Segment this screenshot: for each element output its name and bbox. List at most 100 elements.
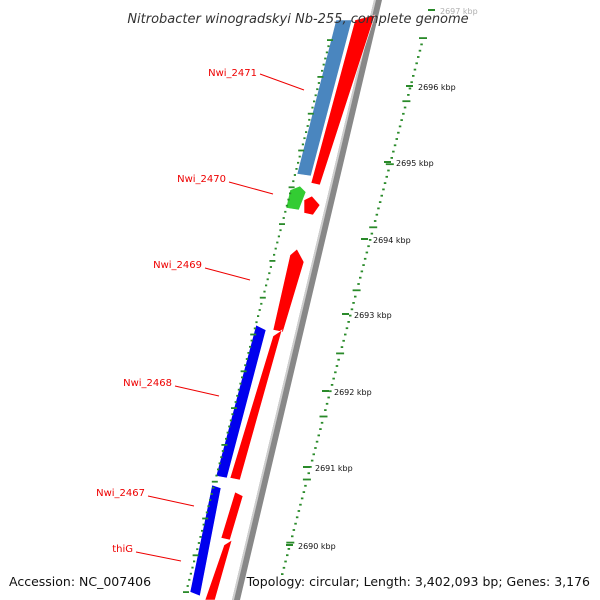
scale-major-tick: [385, 163, 394, 166]
gene-label-Nwi_2469[interactable]: Nwi_2469: [153, 260, 202, 271]
scale-minor-tick: [315, 440, 319, 443]
inner-major-tick: [192, 554, 199, 557]
inner-minor-tick: [268, 272, 271, 275]
scale-major-tick: [369, 226, 378, 229]
inner-minor-tick: [301, 143, 304, 146]
inner-minor-tick: [276, 241, 279, 244]
kbp-label: 2697 kbp: [440, 7, 478, 16]
kbp-tick: [342, 313, 349, 315]
inner-major-tick: [250, 333, 257, 336]
gene-Nwi_2470-track[interactable]: [285, 185, 307, 211]
scale-minor-tick: [347, 321, 350, 323]
scale-major-tick: [419, 37, 427, 39]
gene-label-Nwi_2470[interactable]: Nwi_2470: [177, 174, 226, 185]
inner-minor-tick: [260, 302, 263, 305]
scale-minor-tick: [362, 264, 365, 266]
plus-strand-segment-2[interactable]: [303, 195, 321, 216]
scale-minor-tick: [415, 62, 418, 65]
inner-major-tick: [221, 444, 228, 446]
gene-Nwi_2471-track[interactable]: [296, 19, 353, 177]
inner-minor-tick: [228, 425, 231, 428]
inner-minor-tick: [273, 253, 276, 256]
kbp-label: 2694 kbp: [373, 236, 411, 245]
scale-major-tick: [286, 541, 295, 544]
inner-major-tick: [288, 186, 295, 189]
scale-ticks: 2690 kbp 2691 kbp 2692 kbp 2693 kbp 2694 kbp…: [183, 7, 478, 593]
inner-minor-tick: [292, 180, 295, 183]
plus-strand-segment-6[interactable]: [204, 539, 233, 600]
scale-minor-tick: [344, 333, 347, 336]
inner-major-tick: [202, 517, 209, 520]
scale-minor-tick: [375, 213, 379, 216]
scale-minor-tick: [400, 119, 403, 121]
scale-minor-tick: [287, 548, 291, 550]
inner-minor-tick: [274, 247, 277, 250]
inner-minor-tick: [269, 266, 272, 268]
scale-minor-tick: [345, 327, 349, 330]
inner-minor-tick: [306, 125, 309, 127]
kbp-tick: [286, 544, 293, 546]
inner-minor-tick: [205, 511, 208, 514]
inner-minor-tick: [202, 523, 205, 526]
scale-minor-tick: [330, 384, 334, 386]
inner-minor-tick: [253, 327, 256, 330]
inner-minor-tick: [314, 94, 317, 97]
inner-minor-tick: [229, 419, 232, 422]
gene-label-leader: [174, 385, 220, 397]
inner-minor-tick: [249, 345, 252, 348]
kbp-tick: [322, 390, 329, 392]
inner-minor-tick: [245, 358, 248, 360]
scale-minor-tick: [360, 270, 364, 273]
gene-label-Nwi_2471[interactable]: Nwi_2471: [208, 68, 257, 79]
plus-strand-segment-3[interactable]: [272, 248, 305, 333]
inner-minor-tick: [311, 106, 314, 109]
scale-minor-tick: [383, 182, 387, 184]
map-title: Nitrobacter winogradskyi Nb-255, complet…: [127, 12, 468, 27]
inner-minor-tick: [196, 548, 199, 551]
scale-minor-tick: [378, 201, 382, 203]
inner-minor-tick: [316, 88, 319, 91]
accession-text: Accession: NC_007406: [9, 574, 151, 589]
inner-minor-tick: [247, 352, 250, 354]
gene-label-leader: [135, 551, 182, 562]
plus-strand-segment-5[interactable]: [220, 491, 244, 541]
scale-minor-tick: [392, 150, 395, 153]
plus-strand-segment-4[interactable]: [229, 329, 283, 481]
plus-strand-segment-1[interactable]: [310, 14, 376, 186]
inner-minor-tick: [308, 118, 311, 121]
scale-minor-tick: [286, 554, 289, 557]
inner-minor-tick: [284, 210, 287, 213]
inner-minor-tick: [217, 468, 220, 471]
inner-minor-tick: [191, 566, 194, 569]
scale-major-tick: [319, 415, 328, 418]
scale-minor-tick: [329, 390, 332, 393]
scale-minor-tick: [395, 138, 398, 140]
inner-major-tick: [259, 296, 266, 299]
scale-minor-tick: [417, 56, 420, 58]
gene-thiG-track[interactable]: [189, 484, 222, 597]
inner-minor-tick: [265, 284, 268, 287]
scale-minor-tick: [377, 207, 380, 210]
inner-major-tick: [298, 149, 305, 152]
scale-minor-tick: [312, 453, 315, 456]
gene-label-leader: [259, 73, 305, 91]
scale-minor-tick: [387, 169, 390, 172]
scale-minor-tick: [413, 68, 417, 71]
scale-minor-tick: [337, 358, 340, 361]
inner-minor-tick: [250, 339, 253, 342]
inner-minor-tick: [305, 131, 308, 133]
scale-minor-tick: [410, 81, 413, 84]
inner-major-tick: [269, 260, 276, 262]
inner-minor-tick: [226, 431, 229, 434]
genome-summary-text: Topology: circular; Length: 3,402,093 bp…: [246, 574, 590, 589]
scale-minor-tick: [352, 302, 355, 304]
kbp-tick: [303, 466, 310, 468]
inner-minor-tick: [295, 168, 298, 170]
scale-minor-tick: [359, 276, 362, 279]
scale-minor-tick: [310, 459, 314, 462]
kbp-label: 2695 kbp: [396, 159, 434, 168]
gene-label-thiG[interactable]: thiG: [112, 544, 133, 555]
gene-label-Nwi_2468[interactable]: Nwi_2468: [123, 378, 172, 389]
gene-label-Nwi_2467[interactable]: Nwi_2467: [96, 488, 145, 499]
inner-major-tick: [317, 76, 324, 78]
